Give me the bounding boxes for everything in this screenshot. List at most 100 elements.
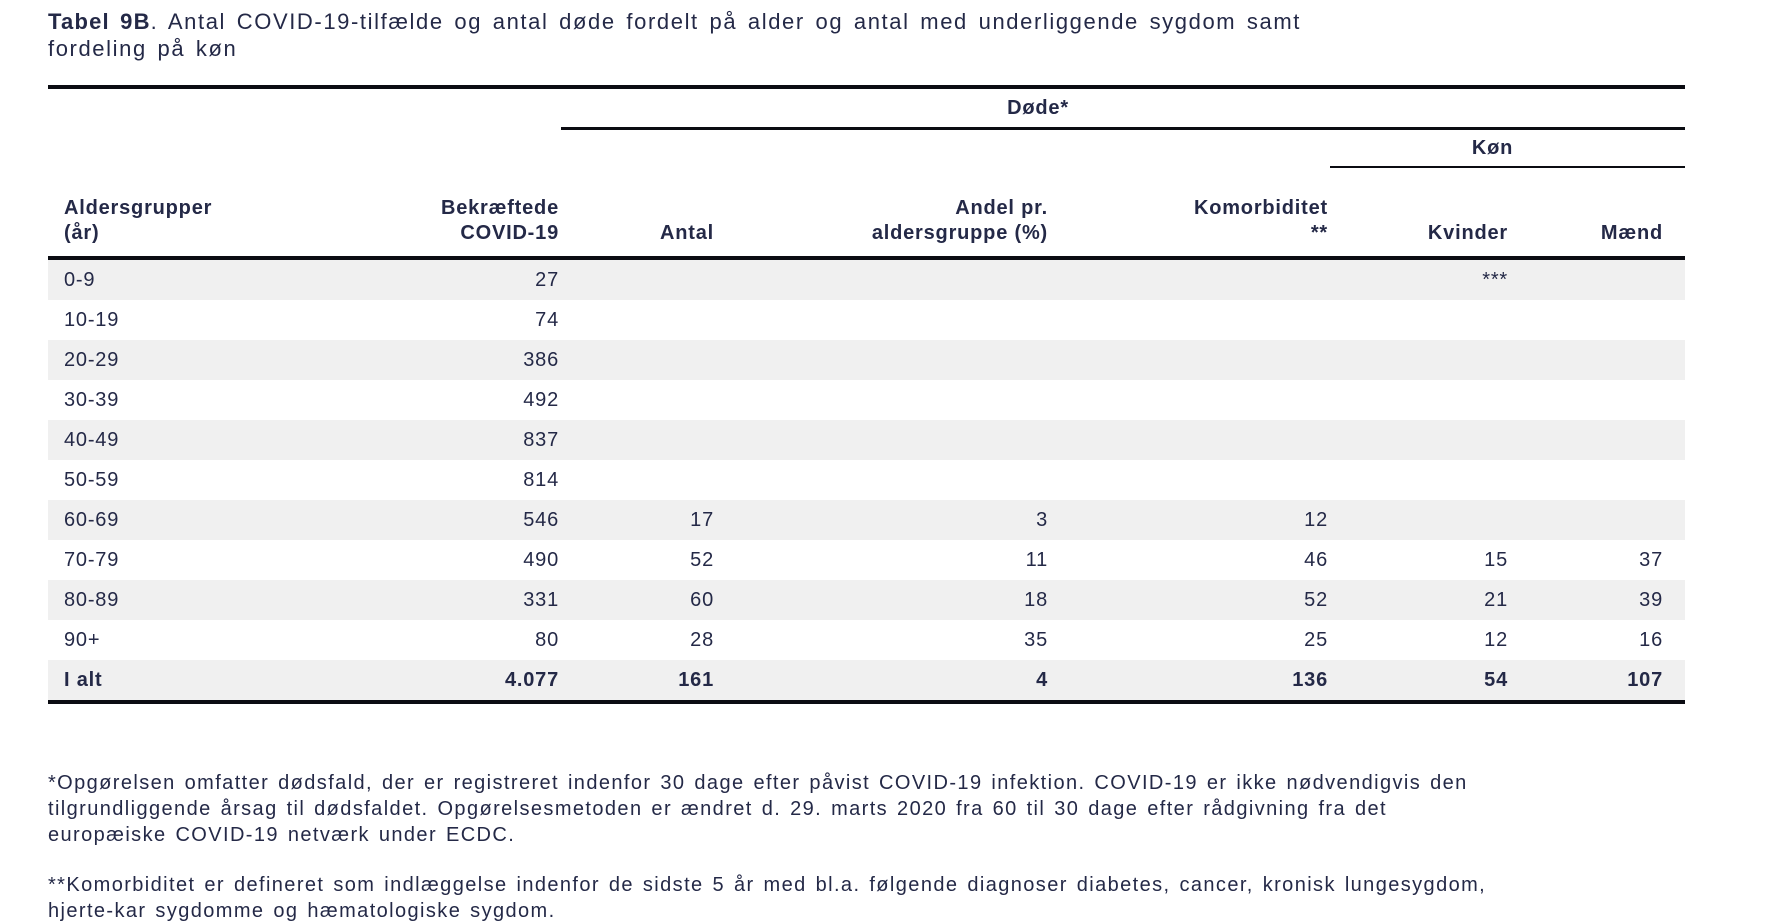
value-cell [1330, 300, 1510, 340]
age-group-cell: 10-19 [64, 308, 120, 331]
col-header-line: (år) [64, 222, 100, 244]
spacer-cell [1665, 620, 1685, 660]
col-header-line: Bekræftede [440, 197, 559, 219]
col-header-line: Andel pr. [955, 197, 1048, 219]
value-cell: 52 [690, 548, 714, 571]
footnote-deaths: *Opgørelsen omfatter dødsfald, der er re… [48, 772, 1468, 846]
table-row: 20-29 386 [48, 340, 1686, 380]
value-cell [1510, 340, 1665, 380]
value-cell: 12 [1484, 628, 1508, 651]
value-cell: 37 [1639, 548, 1663, 571]
value-cell: 15 [1484, 548, 1508, 571]
table-title-text: . Antal COVID-19-tilfælde og antal døde … [48, 9, 1301, 61]
value-cell: 814 [523, 468, 559, 491]
value-cell: 52 [1050, 580, 1330, 620]
value-cell: 80 [535, 628, 559, 651]
value-cell: 46 [1304, 548, 1328, 571]
col-header-line: Kvinder [1427, 222, 1508, 244]
col-header-komorbiditet: Komorbiditet ** [1050, 167, 1330, 260]
covid-age-table: Døde* Køn Aldersgrupper (år) Bekræftede … [48, 85, 1686, 704]
table-row: 70-79 490 52 11 46 15 37 [48, 540, 1685, 580]
col-header-antal: Antal [561, 167, 716, 260]
table-row: 50-59 814 [48, 460, 1685, 500]
table-row: 10-19 74 [48, 300, 1685, 340]
value-cell: 837 [303, 420, 561, 460]
spacer-cell [1665, 258, 1686, 300]
empty-cell [48, 87, 561, 129]
spacer-cell [1665, 380, 1685, 420]
age-group-cell: 60-69 [48, 500, 303, 540]
value-cell: 4.077 [303, 660, 561, 704]
value-cell: 60 [561, 580, 716, 620]
col-header-line: Aldersgrupper [64, 197, 213, 219]
col-header-aldersgrupper: Aldersgrupper (år) [48, 167, 303, 260]
spacer-cell [1665, 500, 1686, 540]
value-cell [1510, 500, 1665, 540]
age-group-cell: 50-59 [64, 468, 120, 491]
value-cell [561, 460, 716, 500]
value-cell [1050, 460, 1330, 500]
value-cell [1050, 300, 1330, 340]
value-cell: 54 [1330, 660, 1510, 704]
value-cell: 386 [303, 340, 561, 380]
table-body: 0-9 27 *** 10-19 74 20-29 386 30-39 492 40-49 837 5… [48, 258, 1686, 704]
age-group-cell: 70-79 [64, 548, 120, 571]
value-cell: 161 [561, 660, 716, 704]
value-cell: 21 [1330, 580, 1510, 620]
spacer-cell [1665, 300, 1685, 340]
value-cell: *** [1330, 258, 1510, 300]
age-group-cell: 30-39 [64, 388, 120, 411]
value-cell [716, 420, 1050, 460]
table-row: 40-49 837 [48, 420, 1686, 460]
total-row: I alt 4.077 161 4 136 54 107 [48, 660, 1686, 704]
group-header-kon: Køn [1330, 128, 1686, 168]
value-cell: 74 [535, 308, 559, 331]
value-cell [561, 258, 716, 300]
value-cell: 39 [1510, 580, 1665, 620]
table-row: 80-89 331 60 18 52 21 39 [48, 580, 1686, 620]
empty-cell [48, 129, 1330, 168]
value-cell: 25 [1304, 628, 1328, 651]
value-cell: 18 [716, 580, 1050, 620]
value-cell: 28 [690, 628, 714, 651]
table-row: 30-39 492 [48, 380, 1685, 420]
value-cell: 3 [716, 500, 1050, 540]
table-row: 0-9 27 *** [48, 258, 1686, 300]
value-cell [561, 380, 716, 420]
value-cell: 27 [303, 258, 561, 300]
age-group-cell: 0-9 [48, 258, 303, 300]
spacer-cell [1665, 420, 1686, 460]
value-cell [1330, 380, 1510, 420]
value-cell: 4 [716, 660, 1050, 704]
age-group-cell: 80-89 [48, 580, 303, 620]
value-cell: 492 [523, 388, 559, 411]
col-header-maend: Mænd [1510, 167, 1665, 260]
value-cell [716, 258, 1050, 300]
col-header-line: Antal [660, 222, 714, 244]
age-group-cell: I alt [48, 660, 303, 704]
spacer-cell [1665, 580, 1686, 620]
value-cell: 490 [523, 548, 559, 571]
value-cell: 11 [1025, 548, 1048, 571]
footnote-comorbidity: **Komorbiditet er defineret som indlægge… [48, 874, 1487, 922]
table-header: Døde* Køn Aldersgrupper (år) Bekræftede … [48, 87, 1686, 260]
value-cell [1330, 340, 1510, 380]
spacer-cell [1665, 460, 1685, 500]
value-cell [1050, 340, 1330, 380]
value-cell: 136 [1050, 660, 1330, 704]
value-cell [716, 340, 1050, 380]
value-cell: 546 [303, 500, 561, 540]
value-cell [716, 460, 1050, 500]
value-cell [1330, 420, 1510, 460]
col-header-line: COVID-19 [460, 222, 559, 244]
table-title: Tabel 9B. Antal COVID-19-tilfælde og ant… [48, 8, 1328, 62]
col-header-line: Mænd [1600, 222, 1663, 244]
value-cell: 331 [303, 580, 561, 620]
group-header-dode: Døde* [561, 87, 1686, 130]
value-cell [1050, 420, 1330, 460]
value-cell [561, 340, 716, 380]
col-header-bekraeftede: Bekræftede COVID-19 [303, 167, 561, 260]
age-group-cell: 20-29 [48, 340, 303, 380]
col-header-line: ** [1310, 222, 1328, 244]
value-cell [1330, 500, 1510, 540]
